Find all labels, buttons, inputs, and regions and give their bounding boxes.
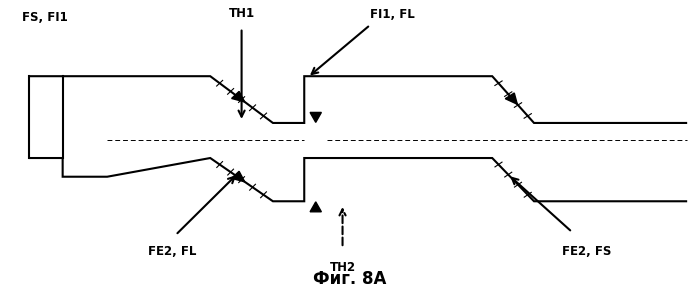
- Polygon shape: [310, 112, 322, 122]
- Polygon shape: [231, 91, 245, 102]
- Polygon shape: [310, 202, 322, 212]
- Text: FI1, FL: FI1, FL: [370, 8, 415, 21]
- Text: FE2, FL: FE2, FL: [147, 245, 196, 258]
- Polygon shape: [231, 171, 245, 182]
- Text: TH2: TH2: [329, 261, 356, 274]
- Polygon shape: [505, 93, 517, 104]
- Text: FS, FI1: FS, FI1: [22, 11, 68, 24]
- Text: TH1: TH1: [229, 6, 254, 19]
- Text: FE2, FS: FE2, FS: [561, 245, 611, 258]
- Text: Фиг. 8A: Фиг. 8A: [313, 270, 386, 288]
